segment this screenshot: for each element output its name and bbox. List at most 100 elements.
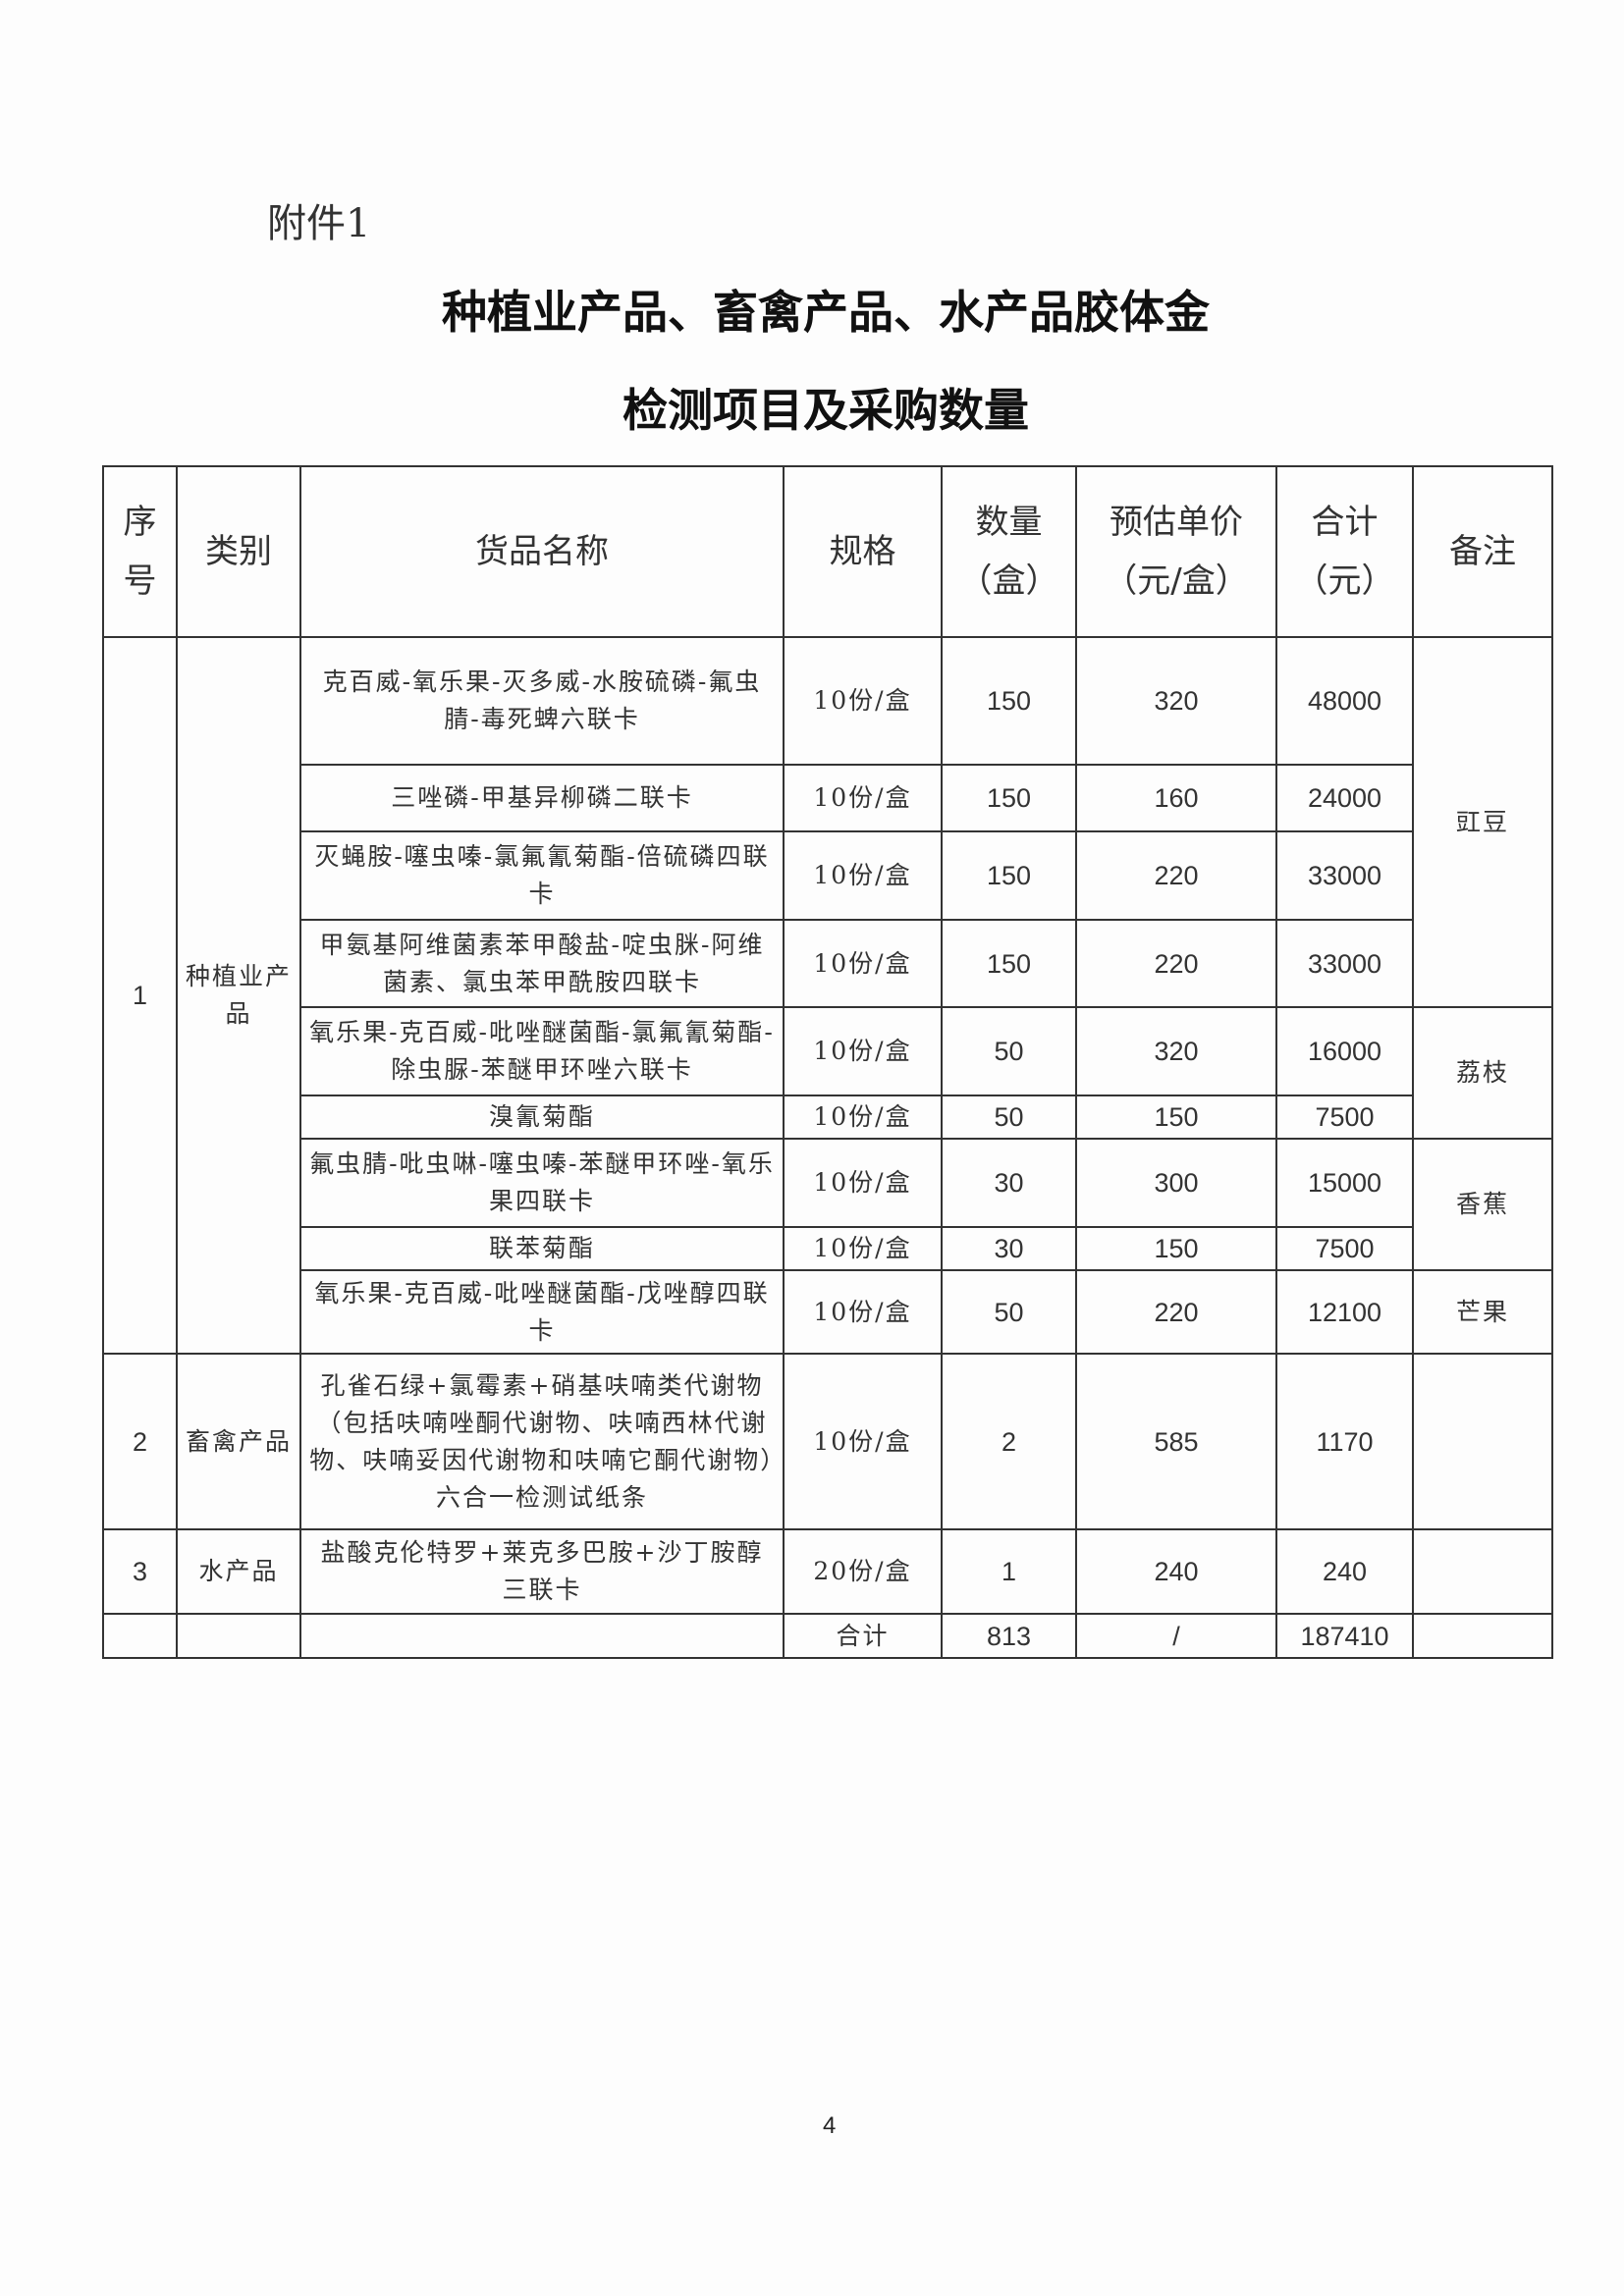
item-name: 氧乐果-克百威-吡唑醚菌酯-氯氟氰菊酯-除虫脲-苯醚甲环唑六联卡 (299, 1006, 785, 1096)
item-name: 克百威-氧乐果-灭多威-水胺硫磷-氟虫腈-毒死蜱六联卡 (299, 636, 785, 766)
item-spec: 10份/盒 (783, 764, 943, 832)
header-index: 序号 (102, 465, 178, 638)
item-remark: 香蕉 (1412, 1138, 1553, 1271)
group-index: 3 (102, 1528, 178, 1615)
item-qty: 50 (941, 1269, 1077, 1355)
item-remark: 芒果 (1412, 1269, 1553, 1355)
item-total: 33000 (1275, 919, 1414, 1008)
item-spec: 10份/盒 (783, 1138, 943, 1228)
item-qty: 30 (941, 1226, 1077, 1271)
item-price: 220 (1075, 830, 1277, 921)
item-name: 甲氨基阿维菌素苯甲酸盐-啶虫脒-阿维菌素、氯虫苯甲酰胺四联卡 (299, 919, 785, 1008)
table-row: 三唑磷-甲基异柳磷二联卡 10份/盒 150 160 24000 (103, 764, 1552, 832)
item-remark: 豇豆 (1412, 636, 1553, 1008)
header-qty: 数量（盒） (941, 465, 1077, 638)
item-qty: 2 (941, 1353, 1077, 1530)
item-qty: 150 (941, 764, 1077, 832)
header-spec: 规格 (783, 465, 943, 638)
item-qty: 1 (941, 1528, 1077, 1615)
item-spec: 10份/盒 (783, 919, 943, 1008)
item-price: 585 (1075, 1353, 1277, 1530)
item-total: 12100 (1275, 1269, 1414, 1355)
header-category: 类别 (176, 465, 301, 638)
item-total: 24000 (1275, 764, 1414, 832)
item-qty: 50 (941, 1095, 1077, 1140)
attachment-label: 附件1 (267, 201, 371, 246)
item-price: 220 (1075, 919, 1277, 1008)
item-qty: 150 (941, 636, 1077, 766)
item-price: 320 (1075, 1006, 1277, 1096)
item-name: 灭蝇胺-噻虫嗪-氯氟氰菊酯-倍硫磷四联卡 (299, 830, 785, 921)
item-price: 220 (1075, 1269, 1277, 1355)
item-name: 氟虫腈-吡虫啉-噻虫嗪-苯醚甲环唑-氧乐果四联卡 (299, 1138, 785, 1228)
table-row: 氧乐果-克百威-吡唑醚菌酯-氯氟氰菊酯-除虫脲-苯醚甲环唑六联卡 10份/盒 50 3… (103, 1006, 1553, 1140)
item-name: 氧乐果-克百威-吡唑醚菌酯-戊唑醇四联卡 (299, 1269, 785, 1355)
page-number: 4 (823, 2112, 837, 2139)
item-spec: 10份/盒 (783, 1095, 943, 1140)
item-spec: 10份/盒 (783, 830, 943, 921)
summary-price: / (1075, 1613, 1277, 1659)
header-remark: 备注 (1412, 465, 1553, 638)
empty-cell (102, 1613, 178, 1659)
group-index: 2 (102, 1353, 178, 1530)
item-qty: 150 (941, 830, 1077, 921)
item-price: 320 (1075, 636, 1277, 766)
document-title-line1: 种植业产品、畜禽产品、水产品胶体金 (442, 286, 1210, 339)
group-index: 1 (102, 636, 178, 1355)
item-spec: 10份/盒 (783, 1006, 943, 1096)
item-total: 48000 (1275, 636, 1414, 766)
group-category: 种植业产品 (176, 636, 301, 1355)
item-total: 7500 (1275, 1095, 1414, 1140)
group-category: 水产品 (176, 1528, 301, 1615)
procurement-table: 序号 类别 货品名称 规格 数量（盒） 预估单价（元/盒） 合计（元） 备注 1… (102, 465, 1553, 1659)
item-spec: 20份/盒 (783, 1528, 943, 1615)
table-row: 灭蝇胺-噻虫嗪-氯氟氰菊酯-倍硫磷四联卡 10份/盒 150 220 33000 (103, 830, 1552, 921)
table-row: 联苯菊酯 10份/盒 30 150 7500 (103, 1226, 1552, 1271)
group-category: 畜禽产品 (176, 1353, 301, 1530)
item-spec: 10份/盒 (783, 1353, 943, 1530)
item-remark (1412, 1528, 1553, 1615)
header-price: 预估单价（元/盒） (1075, 465, 1277, 638)
table-row: 氧乐果-克百威-吡唑醚菌酯-戊唑醇四联卡 10份/盒 50 220 12100 芒果 (103, 1269, 1553, 1355)
item-total: 7500 (1275, 1226, 1414, 1271)
summary-qty: 813 (941, 1613, 1077, 1659)
item-price: 150 (1075, 1095, 1277, 1140)
item-spec: 10份/盒 (783, 1269, 943, 1355)
header-name: 货品名称 (299, 465, 785, 638)
empty-cell (1412, 1613, 1553, 1659)
empty-cell (299, 1613, 785, 1659)
item-name: 孔雀石绿+氯霉素+硝基呋喃类代谢物（包括呋喃唑酮代谢物、呋喃西林代谢物、呋喃妥因… (299, 1353, 785, 1530)
item-price: 150 (1075, 1226, 1277, 1271)
item-total: 240 (1275, 1528, 1414, 1615)
table-row: 溴氰菊酯 10份/盒 50 150 7500 (103, 1095, 1552, 1140)
item-spec: 10份/盒 (783, 1226, 943, 1271)
item-total: 1170 (1275, 1353, 1414, 1530)
document-title-line2: 检测项目及采购数量 (623, 384, 1029, 437)
item-name: 三唑磷-甲基异柳磷二联卡 (299, 764, 785, 832)
item-qty: 30 (941, 1138, 1077, 1228)
empty-cell (176, 1613, 301, 1659)
summary-total: 187410 (1275, 1613, 1414, 1659)
item-price: 240 (1075, 1528, 1277, 1615)
item-price: 300 (1075, 1138, 1277, 1228)
summary-row: 合计 813/187410 (102, 1613, 1553, 1659)
item-name: 溴氰菊酯 (299, 1095, 785, 1140)
table-row: 3 水产品 盐酸克伦特罗+莱克多巴胺+沙丁胺醇三联卡 20份/盒 1 240 240 (102, 1528, 1553, 1615)
item-remark: 荔枝 (1412, 1006, 1553, 1140)
item-qty: 50 (941, 1006, 1077, 1096)
header-row: 序号 类别 货品名称 规格 数量（盒） 预估单价（元/盒） 合计（元） 备注 (102, 465, 1553, 638)
item-total: 33000 (1275, 830, 1414, 921)
table-row: 甲氨基阿维菌素苯甲酸盐-啶虫脒-阿维菌素、氯虫苯甲酰胺四联卡 10份/盒 150 22… (103, 919, 1552, 1008)
item-price: 160 (1075, 764, 1277, 832)
item-name: 盐酸克伦特罗+莱克多巴胺+沙丁胺醇三联卡 (299, 1528, 785, 1615)
item-name: 联苯菊酯 (299, 1226, 785, 1271)
item-remark (1412, 1353, 1553, 1530)
item-spec: 10份/盒 (783, 636, 943, 766)
item-qty: 150 (941, 919, 1077, 1008)
table-row: 2 畜禽产品 孔雀石绿+氯霉素+硝基呋喃类代谢物（包括呋喃唑酮代谢物、呋喃西林代谢物… (102, 1353, 1553, 1530)
summary-label: 合计 (783, 1613, 943, 1659)
header-total: 合计（元） (1275, 465, 1414, 638)
table-row: 1 种植业产品 克百威-氧乐果-灭多威-水胺硫磷-氟虫腈-毒死蜱六联卡 10份/盒 15… (102, 636, 1553, 1355)
item-total: 16000 (1275, 1006, 1414, 1096)
table-row: 氟虫腈-吡虫啉-噻虫嗪-苯醚甲环唑-氧乐果四联卡 10份/盒 30 300 15000 香… (103, 1138, 1553, 1271)
